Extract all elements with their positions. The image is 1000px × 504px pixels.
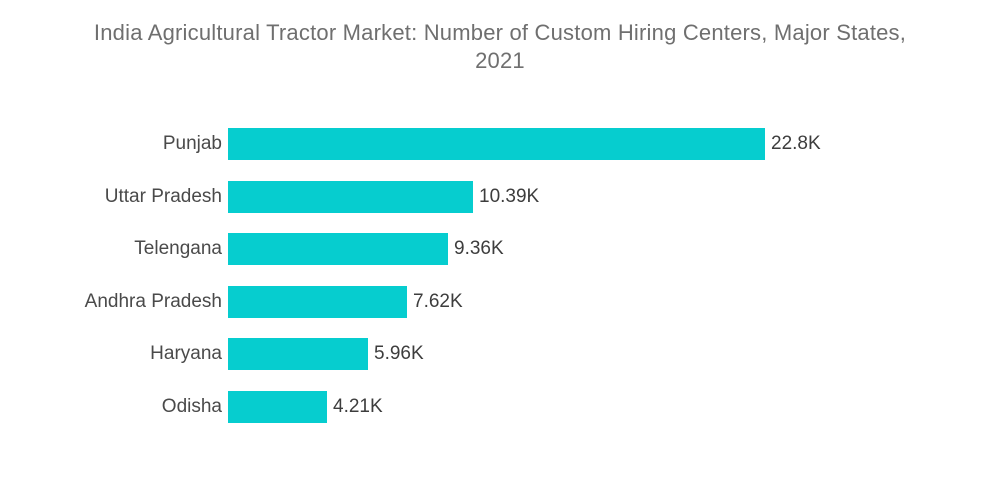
bar	[228, 180, 473, 213]
category-label: Telengana	[134, 238, 222, 260]
bar-row: Uttar Pradesh 10.39K	[0, 171, 1000, 224]
bar-row: Punjab 22.8K	[0, 118, 1000, 171]
bar-row: Odisha 4.21K	[0, 381, 1000, 434]
value-label: 9.36K	[454, 238, 504, 260]
bar-row: Telengana 9.36K	[0, 223, 1000, 276]
chart-title-line1: India Agricultural Tractor Market: Numbe…	[93, 20, 907, 45]
chart-title: India Agricultural Tractor Market: Numbe…	[0, 19, 1000, 75]
value-label: 7.62K	[413, 290, 463, 312]
bar	[228, 390, 327, 423]
bar	[228, 285, 407, 318]
bar-row: Haryana 5.96K	[0, 328, 1000, 381]
value-label: 10.39K	[479, 185, 540, 207]
value-label: 22.8K	[771, 133, 821, 155]
category-label: Odisha	[161, 395, 222, 417]
value-label: 4.21K	[333, 395, 383, 417]
bar-chart: Punjab 22.8K Uttar Pradesh 10.39K Telengana 9…	[0, 118, 1000, 433]
bar	[228, 233, 448, 266]
bar-row: Andhra Pradesh 7.62K	[0, 276, 1000, 329]
value-label: 5.96K	[374, 343, 424, 365]
category-label: Andhra Pradesh	[84, 290, 222, 312]
bar	[228, 338, 368, 371]
category-label: Uttar Pradesh	[104, 185, 222, 207]
bar	[228, 128, 765, 161]
category-label: Haryana	[150, 343, 222, 365]
category-label: Punjab	[162, 133, 222, 155]
chart-title-line2: 2021	[475, 48, 525, 73]
